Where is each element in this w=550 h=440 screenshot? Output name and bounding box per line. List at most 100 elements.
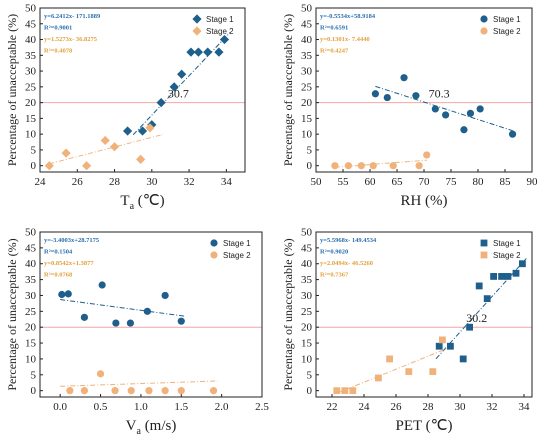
data-point-stage2 bbox=[66, 387, 74, 395]
data-point-stage1 bbox=[143, 307, 151, 315]
y-tick-label: 0 bbox=[307, 160, 313, 172]
data-point-stage2 bbox=[44, 161, 54, 171]
data-point-stage2 bbox=[415, 162, 423, 170]
y-tick-label: 25 bbox=[301, 81, 313, 93]
data-point-stage1 bbox=[112, 319, 120, 327]
x-tick-label: 26 bbox=[72, 176, 84, 188]
fit-line-stage1 bbox=[375, 85, 513, 132]
data-point-stage2 bbox=[344, 162, 352, 170]
data-point-stage2 bbox=[357, 162, 365, 170]
chart-panel-3: 0 5 10 15 20 25 30 35 40 45 50 0.0 0.5 1.0 1.5 2.0 2.5 Pe… bbox=[5, 227, 269, 438]
x-tick-label: 24 bbox=[359, 401, 371, 413]
legend-label: Stage 2 bbox=[223, 251, 251, 260]
data-point-stage2 bbox=[389, 162, 397, 170]
y-tick-label: 10 bbox=[301, 129, 313, 141]
y-tick-label: 0 bbox=[31, 385, 37, 397]
fit-line-stage1 bbox=[60, 299, 186, 317]
data-point-stage1 bbox=[177, 69, 187, 79]
data-point-stage2 bbox=[429, 368, 437, 376]
data-point-stage1 bbox=[219, 34, 230, 45]
regression-text: y=5.5968x- 149.4534 bbox=[320, 237, 377, 244]
data-point-stage2 bbox=[127, 387, 135, 395]
y-tick-label: 15 bbox=[301, 338, 313, 350]
data-point-stage1 bbox=[193, 47, 204, 57]
data-point-stage1 bbox=[156, 98, 166, 108]
x-tick-label: 2.0 bbox=[215, 401, 229, 413]
data-point-stage1 bbox=[186, 47, 196, 57]
x-tick-label: 55 bbox=[338, 176, 350, 188]
data-point-stage2 bbox=[161, 387, 169, 395]
data-point-stage1 bbox=[214, 47, 224, 57]
x-tick-label: 24 bbox=[35, 176, 47, 188]
data-point-stage2 bbox=[341, 387, 349, 395]
data-point-stage2 bbox=[349, 387, 357, 395]
x-tick-label: 90 bbox=[527, 176, 539, 188]
data-point-stage1 bbox=[400, 74, 408, 82]
fit-line-stage1 bbox=[132, 32, 231, 136]
data-point-stage2 bbox=[177, 387, 185, 395]
data-point-stage2 bbox=[209, 387, 218, 395]
data-point-stage2 bbox=[111, 387, 119, 395]
data-point-stage1 bbox=[504, 273, 512, 280]
x-tick-label: 28 bbox=[423, 401, 435, 413]
data-point-stage1 bbox=[98, 281, 106, 289]
intersection-label: 30.7 bbox=[168, 87, 189, 101]
x-tick-label: 1.0 bbox=[134, 401, 148, 413]
data-point-stage1 bbox=[122, 126, 133, 136]
y-tick-label: 40 bbox=[301, 258, 313, 270]
data-point-stage2 bbox=[100, 135, 110, 146]
regression-text: R²=0.4078 bbox=[44, 48, 73, 55]
regression-text: y=0.8542x+1.3877 bbox=[44, 260, 94, 267]
y-tick-label: 0 bbox=[31, 160, 37, 172]
data-point-stage2 bbox=[375, 374, 382, 382]
y-tick-label: 20 bbox=[301, 322, 313, 334]
data-point-stage2 bbox=[96, 370, 105, 378]
y-tick-label: 50 bbox=[25, 3, 37, 15]
y-tick-label: 30 bbox=[25, 290, 37, 302]
legend-label: Stage 2 bbox=[206, 27, 234, 36]
data-point-stage1 bbox=[137, 126, 148, 136]
data-point-stage1 bbox=[161, 291, 169, 300]
chart-panel-1: 0 5 10 15 20 25 30 35 40 45 50 24 26 28 30 32 34 Percenta… bbox=[5, 3, 246, 212]
y-tick-label: 30 bbox=[301, 290, 313, 302]
x-tick-label: 22 bbox=[327, 401, 338, 413]
x-tick-label: 28 bbox=[109, 176, 121, 188]
legend-label: Stage 2 bbox=[493, 27, 521, 36]
x-tick-label: 1.5 bbox=[174, 401, 188, 413]
legend-marker-stage2 bbox=[210, 251, 218, 259]
y-tick-label: 20 bbox=[25, 322, 37, 334]
x-tick-label: 50 bbox=[311, 176, 323, 188]
y-tick-label: 0 bbox=[307, 385, 313, 397]
regression-text: R²=0.9020 bbox=[320, 249, 348, 256]
regression-text: R²=0.4247 bbox=[320, 48, 349, 55]
y-tick-label: 5 bbox=[307, 369, 313, 381]
data-point-stage1 bbox=[412, 92, 420, 100]
data-point-stage1 bbox=[459, 355, 467, 363]
y-tick-label: 50 bbox=[25, 227, 37, 239]
y-tick-label: 50 bbox=[301, 3, 313, 15]
regression-text: R²=0.6591 bbox=[320, 25, 348, 32]
y-axis-label: Percentage of unacceptable (%) bbox=[5, 238, 19, 390]
y-tick-label: 35 bbox=[25, 274, 37, 286]
x-axis-label: Va (m/s) bbox=[126, 418, 177, 437]
x-tick-label: 65 bbox=[392, 176, 404, 188]
fit-line-stage1 bbox=[435, 257, 528, 360]
data-point-stage1 bbox=[442, 111, 450, 119]
legend-label: Stage 1 bbox=[493, 15, 521, 24]
fit-line-stage2 bbox=[336, 346, 451, 394]
legend-label: Stage 2 bbox=[493, 251, 521, 260]
regression-text: R²=0.0768 bbox=[44, 272, 73, 279]
y-tick-label: 40 bbox=[25, 34, 37, 46]
y-axis-label: Percentage of unacceptable (%) bbox=[281, 14, 295, 166]
legend-marker-stage1 bbox=[480, 239, 488, 247]
regression-text: y=6.2412x- 171.1889 bbox=[44, 13, 101, 20]
data-point-stage1 bbox=[447, 342, 454, 350]
regression-text: y=2.0494x- 46.5260 bbox=[320, 260, 373, 267]
y-tick-label: 10 bbox=[25, 353, 37, 365]
data-point-stage1 bbox=[476, 105, 484, 113]
y-tick-label: 25 bbox=[301, 306, 313, 318]
plot-frame bbox=[315, 231, 533, 398]
data-point-stage2 bbox=[405, 368, 413, 376]
data-point-stage1 bbox=[431, 105, 439, 113]
data-point-stage2 bbox=[81, 161, 92, 171]
